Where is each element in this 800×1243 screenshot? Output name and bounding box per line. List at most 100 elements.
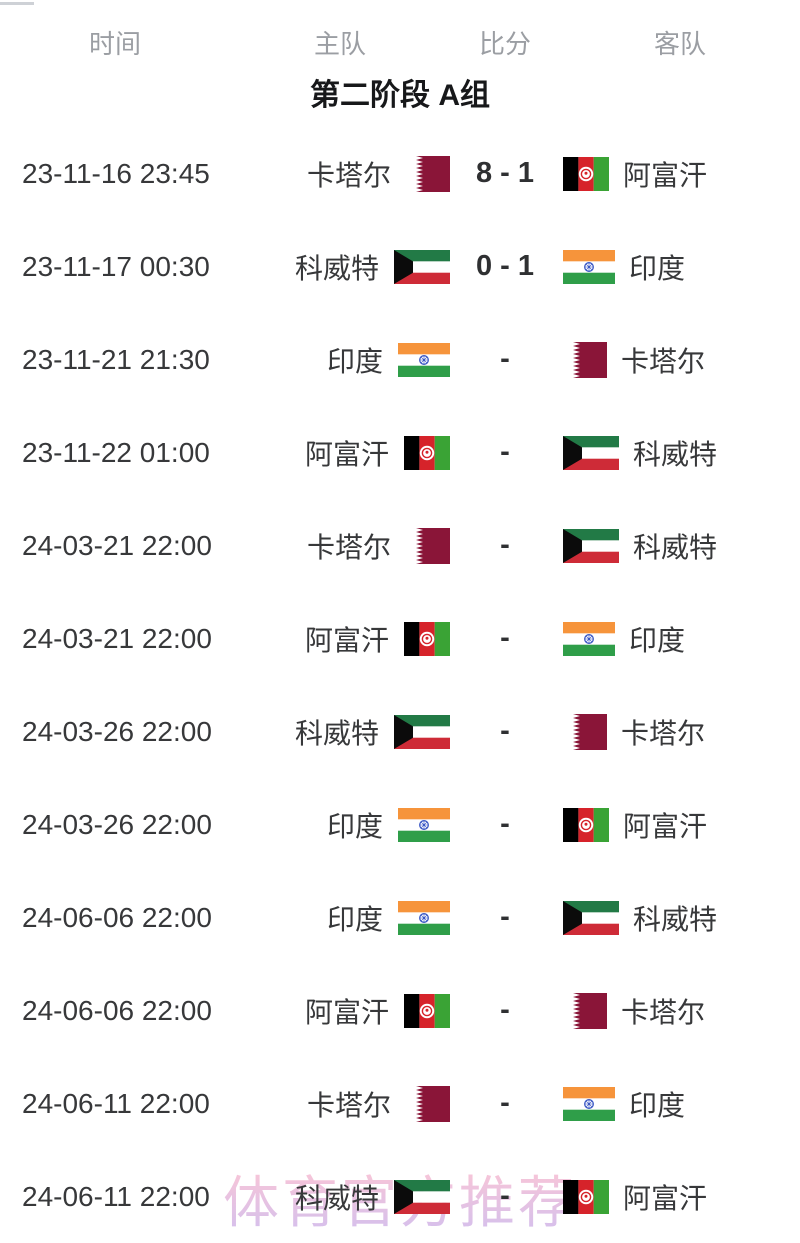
match-row[interactable]: 23-11-22 01:00 阿富汗 - 科威特 [0, 406, 800, 499]
section-title: 第二阶段 A组 [310, 79, 490, 112]
top-left-divider [0, 2, 34, 5]
home-team-name: 卡塔尔 [306, 531, 391, 563]
home-team-cell: 卡塔尔 [280, 526, 450, 566]
kuwait-flag-icon [563, 435, 619, 470]
away-team-name: 阿富汗 [623, 810, 708, 842]
match-score: - [500, 529, 510, 561]
column-header-time: 时间 [88, 29, 141, 59]
home-team-cell: 印度 [280, 898, 450, 938]
qatar-flag-icon [563, 713, 607, 750]
kuwait-flag-icon [394, 714, 450, 749]
india-flag-icon [398, 807, 450, 842]
match-row[interactable]: 24-03-26 22:00 科威特 - 卡塔尔 [0, 685, 800, 778]
match-row[interactable]: 23-11-16 23:45 卡塔尔 8 - 1 阿富汗 [0, 127, 800, 220]
column-header-away: 客队 [653, 29, 706, 59]
afghanistan-flag-icon [404, 993, 450, 1028]
qatar-flag-icon [406, 527, 450, 564]
afghanistan-flag-icon [563, 156, 609, 191]
match-score: - [500, 901, 510, 933]
kuwait-flag-icon [563, 900, 619, 935]
home-team-cell: 卡塔尔 [280, 154, 450, 194]
match-score: - [500, 1087, 510, 1119]
match-row[interactable]: 24-06-06 22:00 印度 - 科威特 [0, 871, 800, 964]
match-score: - [500, 622, 510, 654]
away-team-name: 科威特 [633, 438, 718, 470]
home-team-name: 科威特 [294, 252, 379, 284]
away-team-name: 卡塔尔 [621, 717, 706, 749]
home-team-cell: 阿富汗 [280, 619, 450, 659]
match-score: - [500, 994, 510, 1026]
home-team-name: 印度 [326, 345, 383, 377]
match-time: 23-11-16 23:45 [22, 157, 210, 189]
away-team-name: 卡塔尔 [621, 345, 706, 377]
match-time: 24-06-06 22:00 [22, 901, 212, 933]
home-team-name: 印度 [326, 903, 383, 935]
away-team-name: 印度 [629, 252, 686, 284]
away-team-name: 印度 [629, 624, 686, 656]
match-time: 23-11-22 01:00 [22, 436, 210, 468]
home-team-cell: 卡塔尔 [280, 1084, 450, 1124]
away-team-cell: 卡塔尔 [560, 340, 800, 380]
away-team-name: 科威特 [633, 531, 718, 563]
qatar-flag-icon [563, 992, 607, 1029]
away-team-cell: 科威特 [560, 433, 800, 473]
home-team-cell: 印度 [280, 340, 450, 380]
india-flag-icon [563, 249, 615, 284]
match-time: 24-03-26 22:00 [22, 808, 212, 840]
india-flag-icon [398, 900, 450, 935]
home-team-cell: 印度 [280, 805, 450, 845]
match-row[interactable]: 23-11-21 21:30 印度 - 卡塔尔 [0, 313, 800, 406]
match-time: 24-06-06 22:00 [22, 994, 212, 1026]
home-team-cell: 科威特 [280, 712, 450, 752]
home-team-cell: 科威特 [280, 247, 450, 287]
column-header-score: 比分 [478, 29, 531, 59]
afghanistan-flag-icon [563, 807, 609, 842]
india-flag-icon [563, 1086, 615, 1121]
away-team-cell: 印度 [560, 619, 800, 659]
away-team-name: 印度 [629, 1089, 686, 1121]
home-team-cell: 阿富汗 [280, 991, 450, 1031]
away-team-cell: 卡塔尔 [560, 712, 800, 752]
away-team-cell: 卡塔尔 [560, 991, 800, 1031]
match-score: - [500, 1180, 510, 1212]
away-team-cell: 阿富汗 [560, 1177, 800, 1217]
match-row[interactable]: 24-03-21 22:00 阿富汗 - 印度 [0, 592, 800, 685]
home-team-name: 阿富汗 [304, 624, 389, 656]
qatar-flag-icon [406, 155, 450, 192]
match-row[interactable]: 24-06-06 22:00 阿富汗 - 卡塔尔 [0, 964, 800, 1057]
kuwait-flag-icon [394, 1179, 450, 1214]
match-row[interactable]: 23-11-17 00:30 科威特 0 - 1 印度 [0, 220, 800, 313]
away-team-cell: 阿富汗 [560, 805, 800, 845]
afghanistan-flag-icon [404, 435, 450, 470]
home-team-cell: 科威特 [280, 1177, 450, 1217]
match-row[interactable]: 24-06-11 22:00 卡塔尔 - 印度 [0, 1057, 800, 1150]
away-team-cell: 阿富汗 [560, 154, 800, 194]
match-time: 24-06-11 22:00 [22, 1180, 210, 1212]
home-team-name: 科威特 [294, 717, 379, 749]
match-time: 23-11-17 00:30 [22, 250, 210, 282]
away-team-cell: 科威特 [560, 898, 800, 938]
match-row[interactable]: 24-03-21 22:00 卡塔尔 - 科威特 [0, 499, 800, 592]
home-team-name: 阿富汗 [304, 438, 389, 470]
match-score: - [500, 715, 510, 747]
away-team-cell: 科威特 [560, 526, 800, 566]
match-score: 0 - 1 [475, 250, 535, 282]
afghanistan-flag-icon [563, 1179, 609, 1214]
away-team-name: 科威特 [633, 903, 718, 935]
afghanistan-flag-icon [404, 621, 450, 656]
match-score: - [500, 343, 510, 375]
match-row[interactable]: 24-06-11 22:00 科威特 - 阿富汗 [0, 1150, 800, 1243]
match-row[interactable]: 24-03-26 22:00 印度 - 阿富汗 [0, 778, 800, 871]
away-team-cell: 印度 [560, 1084, 800, 1124]
match-score: 8 - 1 [475, 157, 535, 189]
qatar-flag-icon [406, 1085, 450, 1122]
home-team-name: 卡塔尔 [306, 159, 391, 191]
match-time: 24-03-26 22:00 [22, 715, 212, 747]
home-team-cell: 阿富汗 [280, 433, 450, 473]
kuwait-flag-icon [563, 528, 619, 563]
match-time: 24-06-11 22:00 [22, 1087, 210, 1119]
india-flag-icon [398, 342, 450, 377]
table-header: 时间 主队 比分 客队 [0, 24, 800, 61]
qatar-flag-icon [563, 341, 607, 378]
away-team-name: 阿富汗 [623, 1182, 708, 1214]
